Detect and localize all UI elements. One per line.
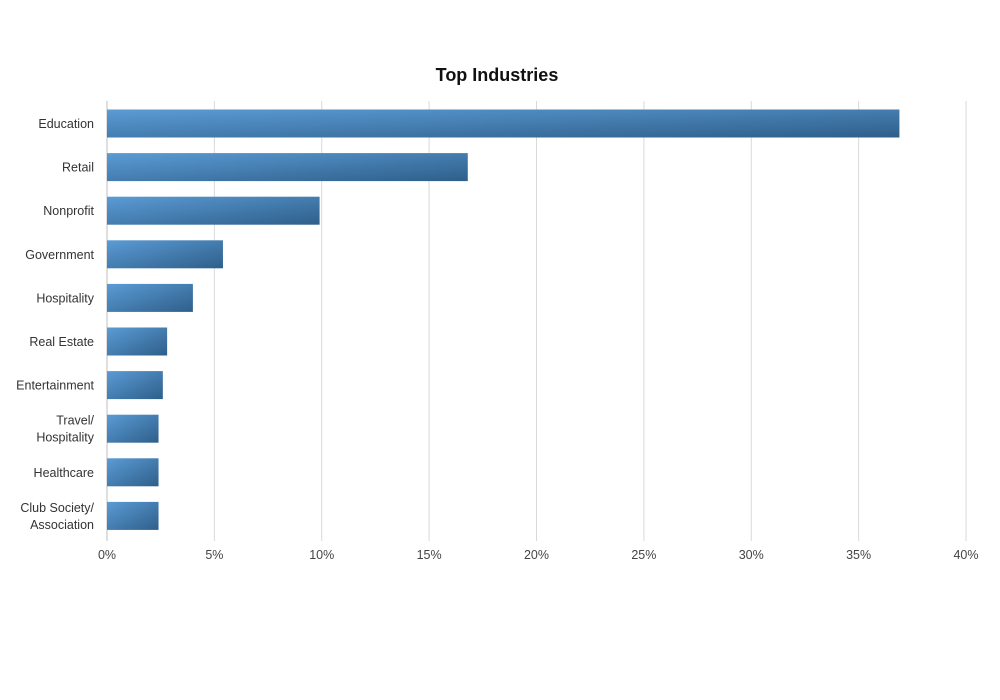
category-label: Healthcare xyxy=(34,466,94,480)
bar xyxy=(107,109,900,138)
x-tick-label: 0% xyxy=(98,548,116,562)
x-tick-label: 5% xyxy=(205,548,223,562)
bar xyxy=(107,153,468,182)
category-label: Club Society/Association xyxy=(20,501,94,532)
x-tick-label: 30% xyxy=(739,548,764,562)
category-label: Entertainment xyxy=(16,379,94,393)
category-label: Education xyxy=(38,117,94,131)
bar xyxy=(107,371,163,400)
bar xyxy=(107,196,320,225)
bar xyxy=(107,501,159,530)
x-tick-label: 35% xyxy=(846,548,871,562)
bar-layer xyxy=(107,109,900,530)
bar xyxy=(107,458,159,487)
bar xyxy=(107,240,223,269)
chart-title: Top Industries xyxy=(436,65,559,85)
bar xyxy=(107,414,159,443)
x-tick-label: 25% xyxy=(631,548,656,562)
category-label: Government xyxy=(25,248,94,262)
category-label: Nonprofit xyxy=(43,204,94,218)
x-tick-label: 20% xyxy=(524,548,549,562)
x-tick-label: 40% xyxy=(953,548,978,562)
bar xyxy=(107,327,168,356)
x-tick-label: 15% xyxy=(417,548,442,562)
category-label: Retail xyxy=(62,161,94,175)
x-tick-labels: 0% 5% 10% 15% 20% 25% 30% 35% 40% xyxy=(98,548,979,562)
category-label: Real Estate xyxy=(29,335,94,349)
category-label: Hospitality xyxy=(36,291,94,305)
category-labels: Education Retail Nonprofit Government Hospit… xyxy=(16,117,95,532)
bar xyxy=(107,283,193,312)
x-tick-label: 10% xyxy=(309,548,334,562)
category-label: Travel/Hospitality xyxy=(36,414,94,445)
